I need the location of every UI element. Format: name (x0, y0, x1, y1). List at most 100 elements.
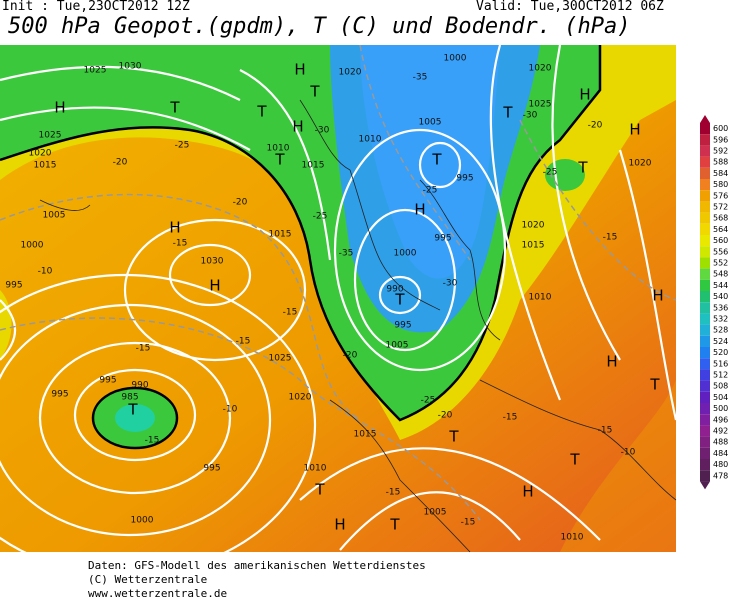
colorbar-swatch (700, 190, 710, 202)
colorbar-swatch (700, 302, 710, 314)
colorbar-cap (700, 481, 710, 490)
contour-label: -20 (438, 411, 453, 421)
colorbar-label: 480 (713, 460, 728, 469)
contour-label: 1015 (302, 161, 325, 171)
pressure-center: H (606, 353, 617, 371)
colorbar-swatch (700, 145, 710, 157)
colorbar-label: 572 (713, 203, 728, 212)
colorbar-label: 556 (713, 247, 728, 256)
isotherms (0, 44, 677, 521)
colorbar-swatch (700, 470, 710, 482)
pressure-center: H (169, 219, 180, 237)
colorbar-label: 580 (713, 180, 728, 189)
contour-label: -10 (223, 405, 238, 415)
colorbar-swatch (700, 403, 710, 415)
valid-time: Valid: Tue,30OCT2012 06Z (476, 0, 664, 14)
footer-line: (C) Wetterzentrale (88, 573, 208, 586)
pressure-center: T (389, 516, 400, 534)
colorbar-label: 524 (713, 337, 728, 346)
colorbar-swatch (700, 134, 710, 146)
pressure-center: H (414, 201, 425, 219)
colorbar-swatch (700, 223, 710, 235)
colorbar-label: 516 (713, 359, 728, 368)
contour-label: 1015 (269, 230, 292, 240)
contour-label: 1030 (201, 257, 224, 267)
contour-label: -15 (145, 436, 160, 446)
contour-label: 1015 (354, 430, 377, 440)
colorbar-label: 548 (713, 270, 728, 279)
pressure-center: T (127, 401, 138, 419)
pressure-center: T (309, 83, 320, 101)
contour-label: 1005 (424, 508, 447, 518)
contour-label: 1025 (269, 354, 292, 364)
contour-label: -15 (173, 239, 188, 249)
contour-label: 1020 (522, 221, 545, 231)
contour-label: 995 (99, 376, 116, 386)
contour-label: -25 (543, 168, 558, 178)
contour-label: 1025 (39, 131, 62, 141)
colorbar-swatch (700, 212, 710, 224)
contour-label: 1020 (339, 68, 362, 78)
contour-label: -15 (386, 488, 401, 498)
contour-label: -30 (443, 279, 458, 289)
contour-label: 1020 (629, 159, 652, 169)
colorbar-label: 508 (713, 382, 728, 391)
pressure-center: T (502, 104, 513, 122)
pressure-center: T (256, 103, 267, 121)
contour-label: 995 (203, 464, 220, 474)
colorbar-label: 500 (713, 404, 728, 413)
pressure-center: T (274, 151, 285, 169)
colorbar-swatch (700, 257, 710, 269)
pressure-center: T (431, 151, 442, 169)
contour-label: -20 (343, 351, 358, 361)
pressure-center: T (394, 291, 405, 309)
contour-label: 1010 (267, 144, 290, 154)
colorbar-label: 504 (713, 393, 728, 402)
contour-label: 995 (394, 321, 411, 331)
colorbar-label: 484 (713, 449, 728, 458)
contour-label: 1000 (131, 516, 154, 526)
contour-label: 985 (121, 393, 138, 403)
colorbar-label: 552 (713, 259, 728, 268)
colorbar-label: 478 (713, 471, 728, 480)
contour-label: -15 (503, 413, 518, 423)
colorbar-swatch (700, 167, 710, 179)
contour-label: 1020 (529, 64, 552, 74)
pressure-center: H (522, 483, 533, 501)
contour-label: 1025 (84, 66, 107, 76)
contour-label: -25 (423, 186, 438, 196)
isobars (0, 44, 678, 560)
footer-line: Daten: GFS-Modell des amerikanischen Wet… (88, 559, 426, 572)
colorbar-label: 564 (713, 225, 728, 234)
colorbar-label: 596 (713, 135, 728, 144)
colorbar-label: 532 (713, 315, 728, 324)
contour-label: -15 (283, 308, 298, 318)
contour-label: 995 (5, 281, 22, 291)
pressure-center: T (448, 428, 459, 446)
colorbar-swatch (700, 459, 710, 471)
colorbar-swatch (700, 436, 710, 448)
contour-label: 1000 (394, 249, 417, 259)
contour-label: -15 (136, 344, 151, 354)
colorbar-label: 544 (713, 281, 728, 290)
contour-label: 1015 (522, 241, 545, 251)
colorbar-swatch (700, 235, 710, 247)
colorbar-label: 560 (713, 236, 728, 245)
colorbar-label: 528 (713, 326, 728, 335)
colorbar-label: 540 (713, 292, 728, 301)
contour-label: 1030 (119, 62, 142, 72)
contour-label: -20 (113, 158, 128, 168)
colorbar-label: 496 (713, 415, 728, 424)
contour-label: -10 (621, 448, 636, 458)
colorbar-swatch (700, 123, 710, 135)
pressure-center: H (629, 121, 640, 139)
pressure-center: H (54, 99, 65, 117)
colorbar-swatch (700, 358, 710, 370)
contour-label: 1010 (304, 464, 327, 474)
contour-label: 1005 (386, 341, 409, 351)
contour-label: -15 (598, 426, 613, 436)
contour-label: 1015 (34, 161, 57, 171)
contour-label: 990 (386, 285, 403, 295)
